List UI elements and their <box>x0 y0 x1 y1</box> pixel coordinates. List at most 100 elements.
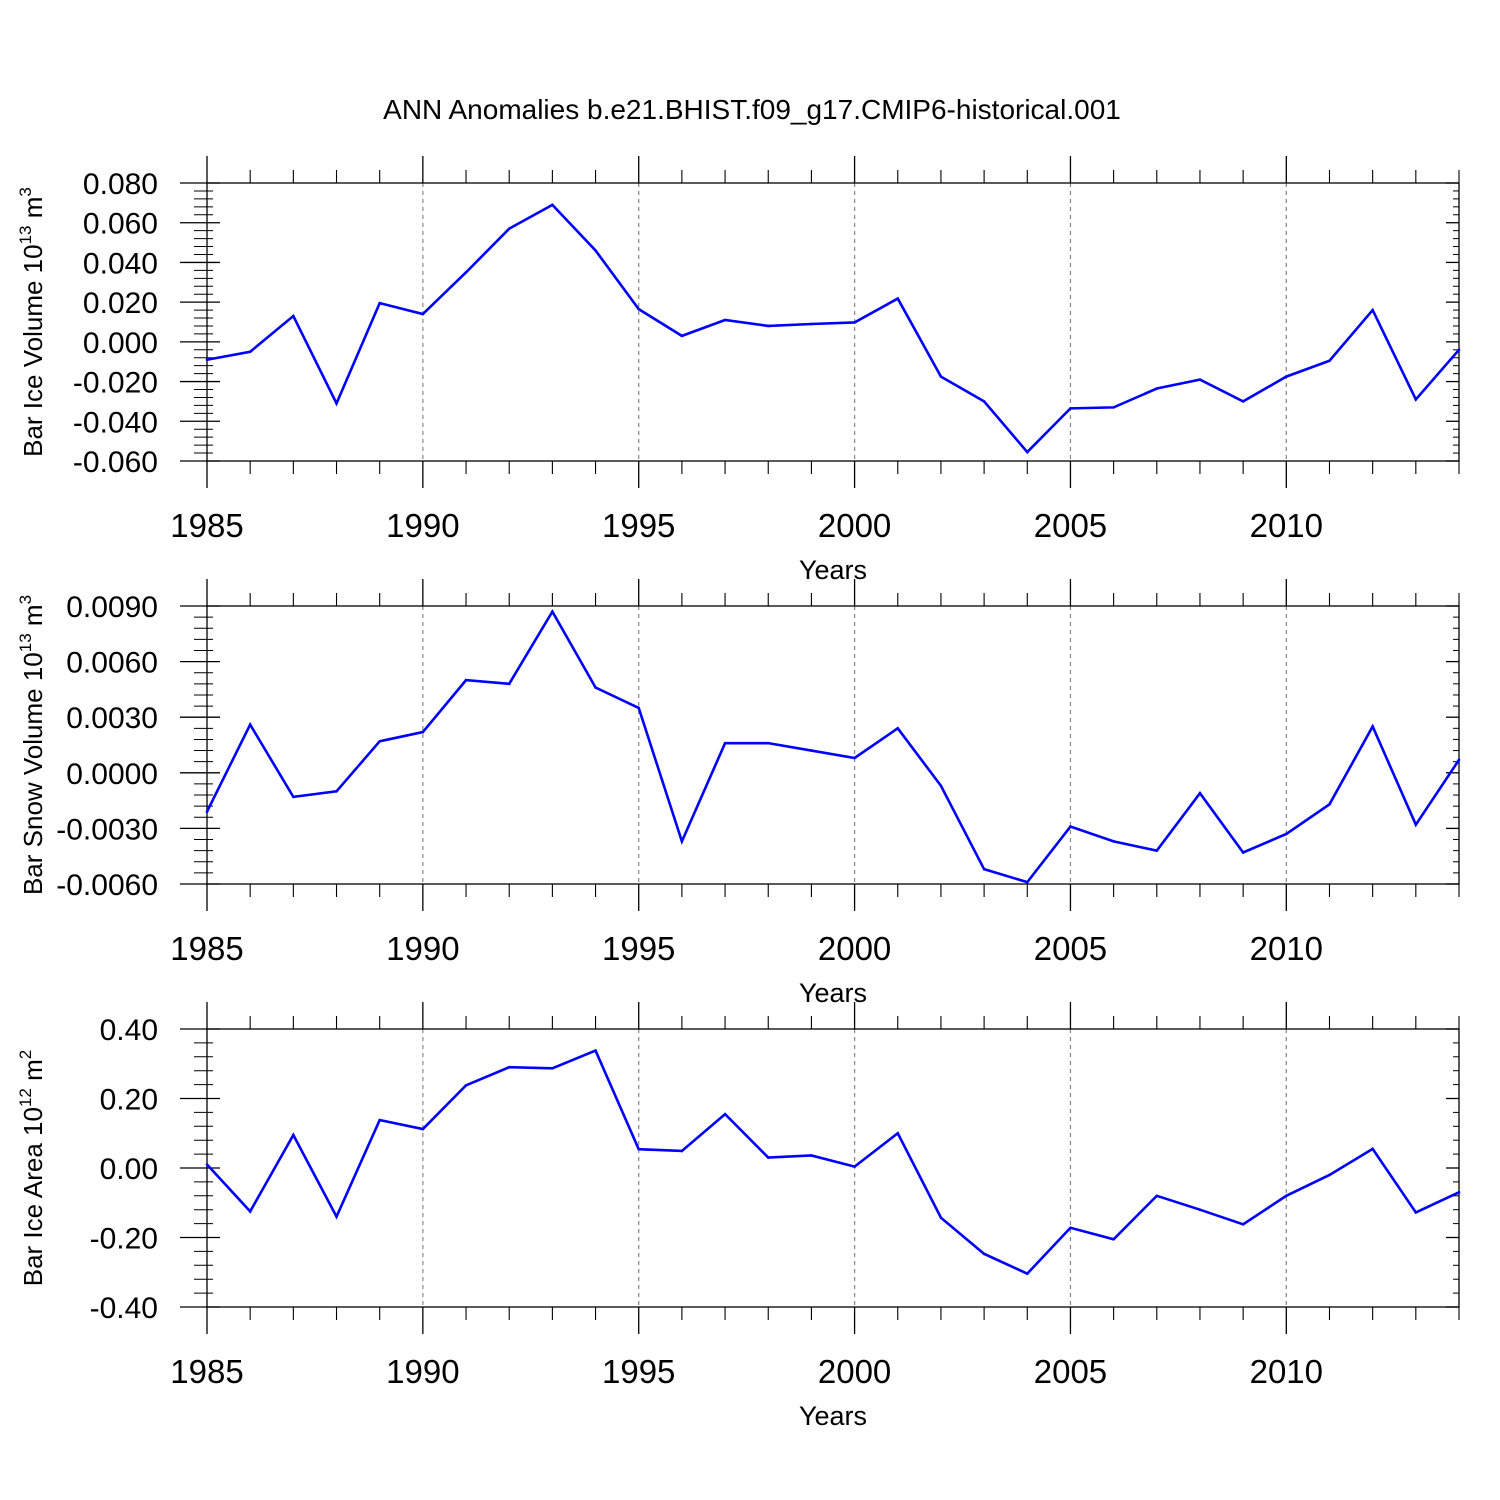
data-point <box>1069 407 1072 410</box>
y-tick-label: 0.0030 <box>66 702 158 735</box>
data-point <box>292 795 295 799</box>
data-point <box>1025 880 1029 884</box>
x-tick-label: 2000 <box>818 1353 891 1390</box>
chart-panel-2: 1985 1990 1995 2000 2005 2010 -0.0060 -0.0030 0.… <box>16 579 1461 1008</box>
data-point <box>1414 823 1418 826</box>
y-axis-label: Bar Ice Volume 1013 m3 <box>16 187 48 457</box>
y-tick-label: -0.060 <box>73 446 158 479</box>
x-tick-label: 1985 <box>170 507 243 544</box>
data-point <box>939 1216 943 1219</box>
data-point <box>680 840 684 843</box>
data-point <box>1328 803 1331 806</box>
data-point <box>766 324 770 328</box>
x-tick-label: 2005 <box>1034 1353 1107 1390</box>
data-point <box>680 1149 684 1153</box>
x-tick-label: 1990 <box>386 507 459 544</box>
chart-panel-1: 1985 1990 1995 2000 2005 2010 -0.060 -0.040 -0.0… <box>16 156 1461 585</box>
data-point <box>1025 1272 1029 1275</box>
data-point <box>507 682 511 686</box>
data-point <box>594 686 597 689</box>
data-point <box>896 297 900 300</box>
data-point <box>1069 1226 1072 1230</box>
data-point <box>1112 1237 1115 1241</box>
data-point <box>335 790 338 793</box>
x-tick-label: 1990 <box>386 930 459 967</box>
data-point <box>378 1118 381 1122</box>
data-point <box>1285 1194 1288 1198</box>
data-point <box>464 678 468 682</box>
data-point <box>421 312 425 316</box>
data-point <box>853 321 856 324</box>
data-point <box>810 322 813 326</box>
data-point <box>637 1147 641 1151</box>
data-point <box>766 1156 770 1159</box>
y-axis-label-unit: m <box>18 1059 48 1088</box>
data-point <box>1371 1147 1374 1151</box>
data-point <box>464 271 468 274</box>
data-point <box>594 1049 597 1052</box>
data-point <box>335 1215 338 1218</box>
data-point <box>1285 375 1288 378</box>
data-point <box>1241 1222 1245 1226</box>
y-tick-label: 0.0090 <box>66 591 158 624</box>
x-tick-label: 1995 <box>602 1353 675 1390</box>
data-point <box>939 375 943 378</box>
chart-panel-3: 1985 1990 1995 2000 2005 2010 -0.40 -0.20 0.00 0.… <box>16 1002 1461 1431</box>
data-point <box>637 706 641 710</box>
data-point <box>335 402 338 405</box>
data-point <box>594 249 597 252</box>
data-point <box>1241 400 1245 403</box>
y-tick-label: -0.20 <box>90 1223 158 1256</box>
data-point <box>810 1154 813 1157</box>
data-point <box>464 1083 468 1087</box>
data-point <box>1241 851 1245 854</box>
y-axis-label: Bar Ice Area 1012 m2 <box>16 1050 48 1287</box>
data-point <box>1155 387 1159 390</box>
data-point <box>292 314 295 318</box>
y-tick-label: 0.060 <box>83 208 158 241</box>
data-point <box>1198 378 1202 381</box>
data-point <box>896 1131 900 1135</box>
series-line <box>206 203 1460 454</box>
x-axis-label: Years <box>799 1401 867 1431</box>
data-point <box>248 1210 252 1213</box>
y-tick-label: 0.000 <box>83 327 158 360</box>
data-point <box>378 739 381 743</box>
data-point <box>1285 832 1288 836</box>
data-point <box>1371 308 1374 312</box>
data-point <box>723 741 727 745</box>
y-tick-label: 0.080 <box>83 168 158 201</box>
data-point <box>551 203 554 207</box>
y-tick-label: 0.0000 <box>66 758 158 791</box>
y-axis-label-prefix: Bar Ice Area 10 <box>18 1107 48 1286</box>
data-point <box>248 350 252 354</box>
x-tick-label: 2010 <box>1250 930 1323 967</box>
y-axis-label-exp: 13 <box>16 633 35 652</box>
y-axis-label-prefix: Bar Snow Volume 10 <box>18 652 48 895</box>
data-point <box>1198 791 1202 795</box>
y-tick-label: -0.0060 <box>56 869 158 902</box>
data-point <box>551 610 554 613</box>
data-point <box>292 1133 295 1137</box>
data-point <box>723 318 727 322</box>
data-point <box>1457 1191 1461 1194</box>
x-tick-label: 2005 <box>1034 930 1107 967</box>
data-point <box>853 756 856 760</box>
data-point <box>205 1163 209 1166</box>
y-axis-label-unit: m <box>18 604 48 633</box>
y-axis-label-exp: 12 <box>16 1088 35 1107</box>
x-tick-label: 2000 <box>818 507 891 544</box>
data-point <box>1371 725 1374 728</box>
plot-frame <box>206 182 1460 462</box>
x-tick-label: 2010 <box>1250 507 1323 544</box>
data-point <box>1112 840 1115 843</box>
y-tick-label: -0.0030 <box>56 813 158 846</box>
y-axis-label-unit-exp: 3 <box>16 595 35 604</box>
data-point <box>1457 758 1461 762</box>
data-point <box>1457 348 1461 352</box>
x-axis-label: Years <box>799 978 867 1008</box>
series-line <box>206 1048 1460 1276</box>
data-point <box>1155 849 1159 852</box>
y-tick-label: -0.020 <box>73 367 158 400</box>
